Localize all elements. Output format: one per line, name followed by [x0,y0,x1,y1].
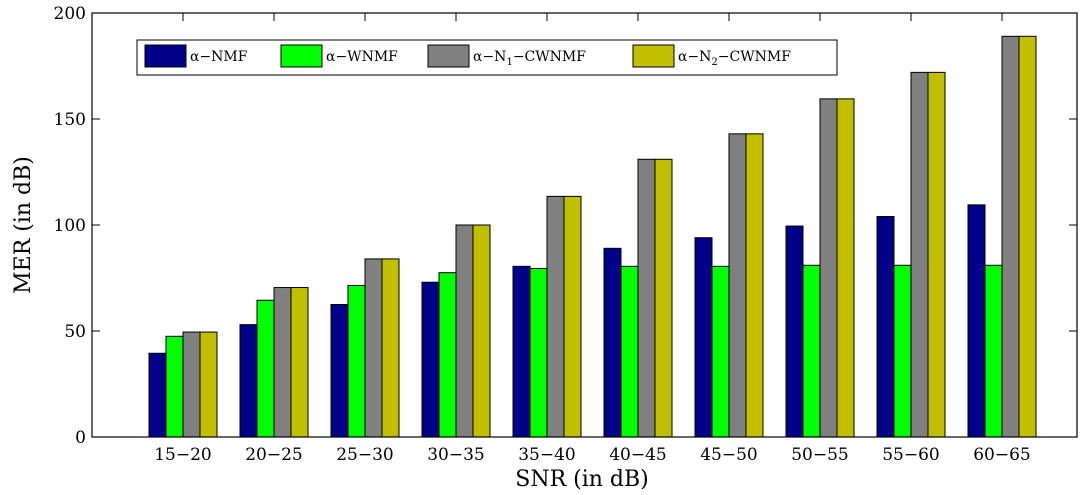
bar-series4-10 [1018,35,1037,438]
bar-series1-5 [512,265,531,438]
bar-series1-9 [876,216,895,438]
bar-series3-5 [546,195,565,438]
legend-swatch-3 [427,44,470,68]
legend-box [136,39,838,76]
bar-series2-5 [529,267,548,438]
legend-label-1: α−NMF [190,49,248,65]
x-tick-label-3: 25−30 [336,445,394,465]
bar-series3-10 [1001,35,1020,438]
bar-series4-1 [199,331,218,438]
bar-series2-2 [256,299,275,438]
y-tick-label-1: 50 [64,322,86,342]
bar-series2-7 [711,265,730,438]
bar-series3-8 [819,98,838,438]
bar-series2-9 [893,264,912,438]
bar-series3-1 [182,331,201,438]
bar-series1-6 [603,247,622,438]
bar-series4-3 [381,258,400,438]
x-tick-label-8: 50−55 [791,445,849,465]
y-tick-label-3: 150 [54,110,86,130]
legend-swatch-4 [632,44,675,68]
legend-swatch-2 [280,44,323,68]
bar-series1-7 [694,237,713,438]
legend-swatch-1 [144,44,187,68]
bar-series4-5 [563,195,582,438]
x-tick-label-5: 35−40 [518,445,576,465]
bar-series3-4 [455,224,474,438]
bar-series3-6 [637,158,656,438]
legend-label-2: α−WNMF [326,49,398,65]
bar-series4-7 [745,133,764,438]
x-tick-label-4: 30−35 [427,445,485,465]
bar-series2-8 [802,264,821,438]
bar-series1-1 [148,352,167,438]
bar-series4-2 [290,287,309,438]
x-tick-label-9: 55−60 [882,445,940,465]
x-tick-label-10: 60−65 [973,445,1031,465]
bar-series1-4 [421,281,440,438]
bar-series4-8 [836,98,855,438]
bar-series2-10 [984,264,1003,438]
x-tick-label-1: 15−20 [154,445,212,465]
bar-series1-10 [967,204,986,438]
x-tick-label-7: 45−50 [700,445,758,465]
bar-series3-3 [364,258,383,438]
x-tick-label-2: 20−25 [245,445,303,465]
y-tick-label-2: 100 [54,216,86,236]
bar-series1-2 [239,324,258,438]
bar-series3-9 [910,71,929,438]
x-tick-label-6: 40−45 [609,445,667,465]
y-axis-title: MER (in dB) [11,156,36,294]
bar-series2-1 [165,335,184,438]
bar-series3-7 [728,133,747,438]
bar-series2-4 [438,272,457,438]
legend: α−NMF α−WNMF α−N1−CWNMF α−N2−CWNMF [136,39,838,76]
bar-series2-6 [620,265,639,438]
bar-series4-4 [472,224,491,438]
x-axis-title: SNR (in dB) [515,467,649,492]
axes-layer: 0 50 100 150 200 15−20 20−25 25−30 30−35 35−40 40−… [54,4,1078,465]
bar-series1-3 [330,304,349,438]
bar-series1-8 [785,225,804,438]
bars-layer [148,35,1037,438]
y-tick-label-0: 0 [75,428,86,448]
bar-series3-2 [273,287,292,438]
bar-series4-9 [927,71,946,438]
legend-label-3: α−N1−CWNMF [473,49,586,68]
bar-series2-3 [347,284,366,438]
bar-series4-6 [654,158,673,438]
legend-label-4: α−N2−CWNMF [678,49,791,68]
y-tick-label-4: 200 [54,4,86,24]
